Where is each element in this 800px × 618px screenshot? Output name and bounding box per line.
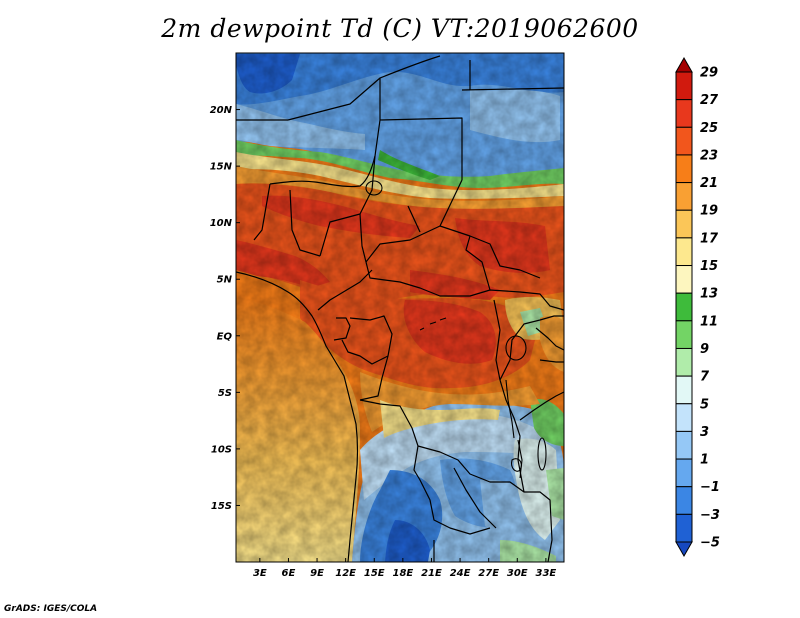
colorbar-label: 17 xyxy=(700,231,719,246)
colorbar-label: 11 xyxy=(700,314,718,329)
colorbar-label: 25 xyxy=(700,121,718,136)
lat-label: 15N xyxy=(210,162,233,173)
colorbar-label: 9 xyxy=(700,342,709,357)
lon-label: 12E xyxy=(335,568,356,579)
colorbar-segment xyxy=(675,347,693,377)
lat-label: 20N xyxy=(210,105,233,116)
colorbar-label: 29 xyxy=(700,66,718,81)
colorbar-segment xyxy=(675,375,693,405)
colorbar: 29 27 25 23 21 19 17 15 13 11 9 7 5 3 1 −1 −3 −5 xyxy=(675,56,720,558)
lon-label: 6E xyxy=(282,568,296,579)
colorbar-segment xyxy=(675,513,693,543)
colorbar-segment xyxy=(675,209,693,239)
lat-label: 10N xyxy=(210,218,233,229)
colorbar-segment xyxy=(675,486,693,515)
lat-label: EQ xyxy=(217,331,233,342)
lat-label: 10S xyxy=(211,444,232,455)
colorbar-label: −1 xyxy=(700,480,720,495)
longitude-axis: 3E 6E 9E 12E 15E 18E 21E 24E 27E 30E 33E xyxy=(253,558,556,579)
lat-label: 15S xyxy=(211,501,232,512)
dewpoint-field xyxy=(236,53,564,562)
lat-label: 5S xyxy=(218,388,232,399)
lon-label: 30E xyxy=(507,568,528,579)
colorbar-label: 5 xyxy=(700,397,709,412)
map-title: 2m dewpoint Td (C) VT:2019062600 xyxy=(161,14,639,43)
colorbar-label: 15 xyxy=(700,259,718,274)
lon-label: 27E xyxy=(478,568,499,579)
grads-credit: GrADS: IGES/COLA xyxy=(4,604,98,614)
colorbar-label: 21 xyxy=(700,176,718,191)
plot-border xyxy=(235,52,565,563)
colorbar-label: 1 xyxy=(700,453,709,468)
colorbar-segment xyxy=(675,430,693,460)
colorbar-label: 7 xyxy=(700,370,710,385)
lon-label: 33E xyxy=(536,568,557,579)
lakes xyxy=(365,180,547,479)
lon-label: 24E xyxy=(450,568,471,579)
colorbar-label: 19 xyxy=(700,204,718,219)
colorbar-segment xyxy=(675,126,693,156)
lon-label: 15E xyxy=(364,568,385,579)
colorbar-segment xyxy=(675,182,693,211)
colorbar-segment xyxy=(675,292,693,322)
lon-label: 3E xyxy=(253,568,267,579)
colorbar-segment xyxy=(675,237,693,267)
colorbar-segment xyxy=(675,320,693,349)
colorbar-segment xyxy=(675,154,693,184)
colorbar-segment xyxy=(675,265,693,294)
colorbar-segment xyxy=(675,403,693,432)
lon-label: 21E xyxy=(421,568,442,579)
colorbar-label: 23 xyxy=(700,148,718,163)
latitude-axis: 20N 15N 10N 5N EQ 5S 10S 15S xyxy=(210,105,240,512)
lon-label: 9E xyxy=(310,568,324,579)
lat-label: 5N xyxy=(217,275,233,286)
colorbar-segment xyxy=(675,99,693,128)
colorbar-min-triangle xyxy=(675,541,693,558)
colorbar-label: 3 xyxy=(700,425,709,440)
colorbar-label: 27 xyxy=(700,93,719,108)
colorbar-label: −5 xyxy=(700,536,720,551)
lon-label: 18E xyxy=(392,568,413,579)
colorbar-segment xyxy=(675,71,693,101)
country-borders xyxy=(236,55,564,562)
colorbar-segment xyxy=(675,458,693,488)
colorbar-label: 13 xyxy=(700,287,718,302)
colorbar-max-triangle xyxy=(675,56,693,73)
colorbar-label: −3 xyxy=(700,508,720,523)
